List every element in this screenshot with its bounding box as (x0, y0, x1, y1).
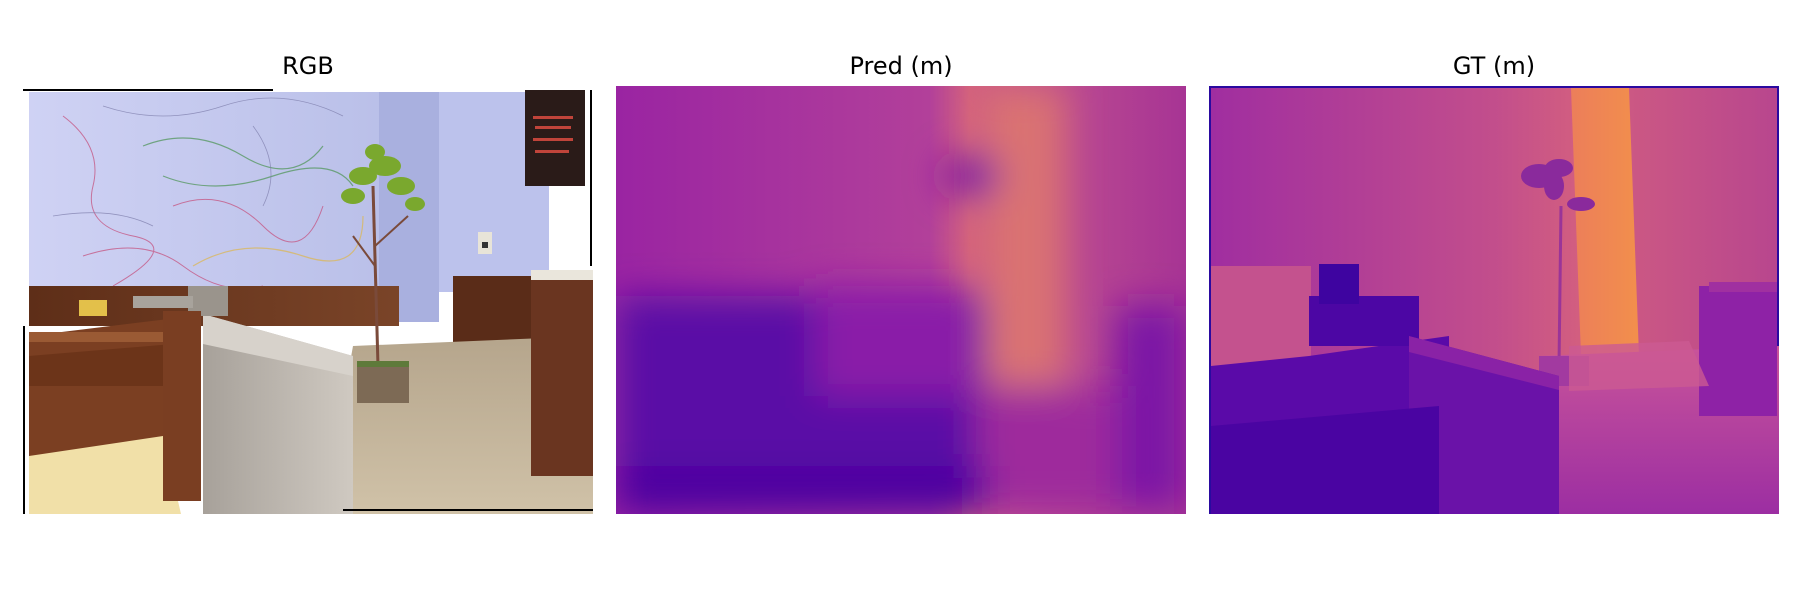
gt-panel-title: GT (m) (1452, 52, 1536, 80)
gt-depth-panel (1209, 86, 1779, 514)
pred-depth-panel (616, 86, 1186, 514)
rgb-image (23, 86, 593, 514)
rgb-panel-title: RGB (282, 52, 334, 80)
pred-depth-map (616, 86, 1186, 514)
gt-depth-map (1209, 86, 1779, 514)
pred-panel-title: Pred (m) (849, 52, 953, 80)
rgb-image-panel (23, 86, 593, 514)
